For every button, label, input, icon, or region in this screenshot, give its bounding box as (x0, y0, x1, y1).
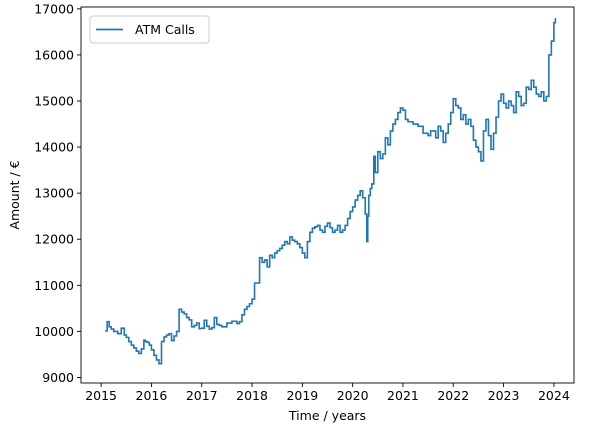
y-tick-label: 14000 (34, 140, 74, 155)
legend-label: ATM Calls (135, 22, 195, 37)
legend: ATM Calls (89, 15, 210, 44)
x-tick-label: 2022 (437, 388, 469, 403)
x-tick-label: 2016 (136, 388, 168, 403)
x-tick-label: 2020 (337, 388, 369, 403)
x-tick-label: 2024 (538, 388, 570, 403)
series-line-0 (105, 18, 557, 365)
y-axis: 9000 10000 11000 12000 13000 14000 15000 16000 1… (34, 1, 81, 385)
y-tick-label: 17000 (34, 1, 74, 16)
legend-box (89, 15, 210, 44)
y-tick-label: 12000 (34, 232, 74, 247)
x-tick-label: 2015 (85, 388, 117, 403)
x-tick-label: 2023 (488, 388, 520, 403)
y-tick-label: 9000 (42, 370, 74, 385)
x-tick-label: 2019 (286, 388, 318, 403)
x-tick-label: 2021 (387, 388, 419, 403)
y-tick-label: 11000 (34, 278, 74, 293)
x-axis-title: Time / years (288, 408, 366, 423)
y-tick-label: 13000 (34, 186, 74, 201)
y-tick-label: 16000 (34, 47, 74, 62)
x-tick-label: 2018 (236, 388, 268, 403)
x-axis: 2015 2016 2017 2018 2019 2020 2021 2022 2023 2024 (85, 383, 570, 403)
plot-frame (80, 6, 575, 384)
y-axis-title: Amount / € (7, 160, 22, 229)
y-tick-label: 15000 (34, 94, 74, 109)
y-tick-label: 10000 (34, 324, 74, 339)
plot-area (105, 18, 557, 365)
x-tick-label: 2017 (186, 388, 218, 403)
